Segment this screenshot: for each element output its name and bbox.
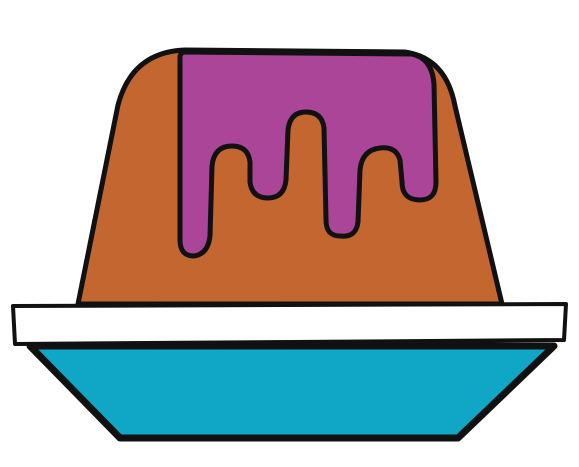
icing-drip [177, 49, 439, 259]
plate-base [26, 342, 558, 442]
plate-rim [11, 302, 568, 346]
